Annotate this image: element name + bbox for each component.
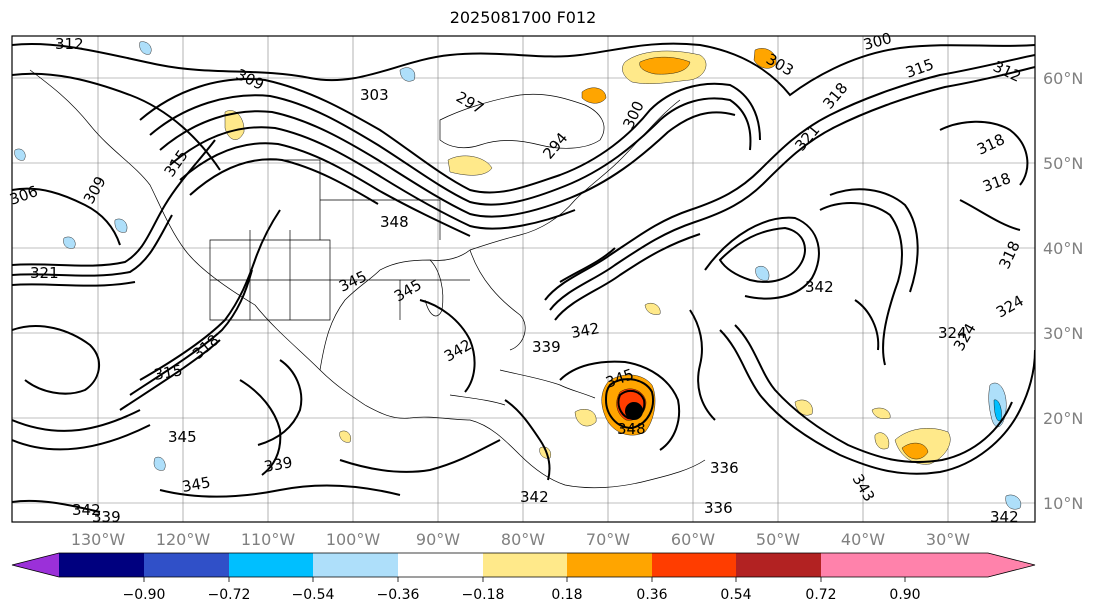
colorbar-segment [229, 553, 313, 577]
lon-label: 100°W [326, 530, 381, 549]
map-title: 2025081700 F012 [449, 8, 597, 27]
lon-label: 60°W [671, 530, 715, 549]
lon-label: 50°W [756, 530, 800, 549]
colorbar-tick-label: −0.18 [462, 587, 505, 603]
contour-label: 339 [263, 453, 294, 476]
longitude-labels: 130°W 120°W 110°W 100°W 90°W 80°W 70°W 6… [71, 530, 970, 549]
contour-label: 348 [380, 213, 409, 231]
colorbar-tick-label: 0.18 [551, 587, 582, 603]
contour-label: 342 [570, 319, 601, 342]
colorbar-tick-label: 0.36 [636, 587, 667, 603]
colorbar-segment [567, 553, 652, 577]
map-plot-area [12, 36, 1035, 522]
contour-label: 348 [617, 420, 646, 438]
latitude-labels: 60°N 50°N 40°N 30°N 20°N 10°N [1043, 69, 1083, 513]
colorbar-segment [652, 553, 736, 577]
colorbar-segment [313, 553, 398, 577]
contour-label: 342 [805, 278, 834, 296]
colorbar-segment [736, 553, 821, 577]
colorbar-segment [12, 553, 59, 577]
contour-label: 324 [938, 324, 967, 342]
lat-label: 50°N [1043, 154, 1083, 173]
map-frame [11, 35, 1036, 523]
lat-label: 60°N [1043, 69, 1083, 88]
contour-label: 312 [55, 35, 84, 53]
contour-label: 315 [153, 361, 184, 384]
lat-label: 30°N [1043, 324, 1083, 343]
colorbar-segment [144, 553, 229, 577]
lat-label: 20°N [1043, 409, 1083, 428]
contour-label: 342 [990, 508, 1019, 526]
lon-label: 70°W [586, 530, 630, 549]
contour-label: 336 [710, 459, 739, 477]
colorbar-segment [483, 553, 567, 577]
lon-label: 130°W [71, 530, 126, 549]
colorbar-segment [398, 553, 483, 577]
lat-label: 40°N [1043, 239, 1083, 258]
colorbar-tick-label: 0.72 [805, 587, 836, 603]
colorbar-segment [59, 553, 144, 577]
contour-label: 336 [704, 499, 733, 517]
lon-label: 120°W [156, 530, 211, 549]
contour-label: 342 [520, 488, 549, 506]
contour-label: 303 [360, 86, 389, 104]
contour-label: 342 [72, 501, 101, 519]
colorbar: −0.90 −0.72 −0.54 −0.36 −0.18 0.18 0.36 … [11, 552, 1036, 603]
contour-label: 339 [92, 508, 121, 526]
colorbar-tick-label: −0.54 [292, 587, 335, 603]
colorbar-tick-label: 0.90 [889, 587, 920, 603]
lat-label: 10°N [1043, 494, 1083, 513]
storm-center-marker [625, 402, 643, 420]
contours [12, 42, 1035, 513]
contour-label: 339 [532, 338, 561, 356]
colorbar-tick-label: 0.54 [720, 587, 751, 603]
lon-label: 40°W [841, 530, 885, 549]
colorbar-tick-label: −0.90 [123, 587, 166, 603]
lon-label: 80°W [501, 530, 545, 549]
colorbar-tick-label: −0.36 [377, 587, 420, 603]
contour-label: 345 [168, 428, 197, 446]
colorbar-segment [821, 553, 1035, 577]
coastlines [29, 69, 706, 489]
lon-label: 30°W [926, 530, 970, 549]
contour-label: 345 [181, 473, 212, 496]
lon-label: 110°W [241, 530, 296, 549]
lon-label: 90°W [416, 530, 460, 549]
colorbar-tick-label: −0.72 [208, 587, 251, 603]
contour-label: 321 [30, 264, 59, 282]
